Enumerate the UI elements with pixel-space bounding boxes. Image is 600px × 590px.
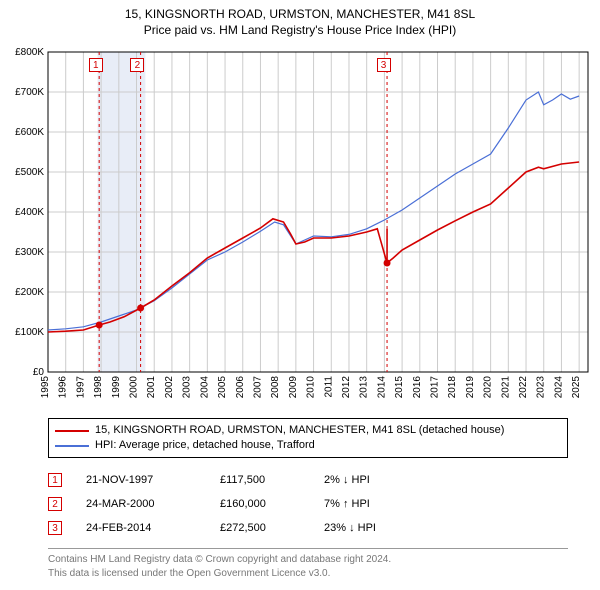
svg-text:2017: 2017 bbox=[430, 376, 441, 399]
chart-event-marker-2: 2 bbox=[130, 58, 144, 72]
svg-text:2003: 2003 bbox=[182, 376, 193, 399]
svg-text:£400K: £400K bbox=[15, 207, 44, 218]
event-marker-2: 2 bbox=[48, 497, 62, 511]
svg-text:2019: 2019 bbox=[465, 376, 476, 399]
svg-text:£100K: £100K bbox=[15, 327, 44, 338]
event-price: £117,500 bbox=[220, 474, 300, 486]
svg-text:2018: 2018 bbox=[447, 376, 458, 399]
svg-text:2022: 2022 bbox=[518, 376, 529, 399]
svg-text:1998: 1998 bbox=[93, 376, 104, 399]
event-row: 1 21-NOV-1997 £117,500 2% ↓ HPI bbox=[48, 468, 568, 492]
svg-text:1999: 1999 bbox=[111, 376, 122, 399]
legend-swatch-property bbox=[55, 430, 89, 432]
event-row: 2 24-MAR-2000 £160,000 7% ↑ HPI bbox=[48, 492, 568, 516]
svg-text:£300K: £300K bbox=[15, 247, 44, 258]
svg-text:2021: 2021 bbox=[500, 376, 511, 399]
svg-text:1996: 1996 bbox=[58, 376, 69, 399]
chart-event-marker-1: 1 bbox=[89, 58, 103, 72]
svg-text:£200K: £200K bbox=[15, 287, 44, 298]
svg-text:2009: 2009 bbox=[288, 376, 299, 399]
event-marker-1: 1 bbox=[48, 473, 62, 487]
legend: 15, KINGSNORTH ROAD, URMSTON, MANCHESTER… bbox=[48, 418, 568, 458]
legend-swatch-hpi bbox=[55, 445, 89, 447]
event-date: 24-FEB-2014 bbox=[86, 522, 196, 534]
svg-text:£700K: £700K bbox=[15, 87, 44, 98]
svg-text:2004: 2004 bbox=[199, 376, 210, 399]
event-marker-3: 3 bbox=[48, 521, 62, 535]
svg-text:2006: 2006 bbox=[235, 376, 246, 399]
event-date: 24-MAR-2000 bbox=[86, 498, 196, 510]
svg-text:2023: 2023 bbox=[536, 376, 547, 399]
events-table: 1 21-NOV-1997 £117,500 2% ↓ HPI 2 24-MAR-2000… bbox=[48, 468, 568, 540]
legend-row-property: 15, KINGSNORTH ROAD, URMSTON, MANCHESTER… bbox=[55, 423, 561, 438]
event-delta: 7% ↑ HPI bbox=[324, 498, 414, 510]
svg-text:£600K: £600K bbox=[15, 127, 44, 138]
svg-text:2001: 2001 bbox=[146, 376, 157, 399]
chart-event-marker-3: 3 bbox=[377, 58, 391, 72]
svg-text:2008: 2008 bbox=[270, 376, 281, 399]
svg-text:2013: 2013 bbox=[359, 376, 370, 399]
event-price: £272,500 bbox=[220, 522, 300, 534]
svg-text:2012: 2012 bbox=[341, 376, 352, 399]
legend-row-hpi: HPI: Average price, detached house, Traf… bbox=[55, 438, 561, 453]
svg-text:1997: 1997 bbox=[75, 376, 86, 399]
event-price: £160,000 bbox=[220, 498, 300, 510]
svg-text:£500K: £500K bbox=[15, 167, 44, 178]
svg-text:2007: 2007 bbox=[252, 376, 263, 399]
legend-label-hpi: HPI: Average price, detached house, Traf… bbox=[95, 438, 315, 453]
chart-svg: £0£100K£200K£300K£400K£500K£600K£700K£80… bbox=[6, 42, 594, 412]
event-delta: 23% ↓ HPI bbox=[324, 522, 414, 534]
svg-text:2020: 2020 bbox=[483, 376, 494, 399]
chart-title-line1: 15, KINGSNORTH ROAD, URMSTON, MANCHESTER… bbox=[6, 6, 594, 22]
svg-text:2011: 2011 bbox=[323, 376, 334, 398]
svg-text:£800K: £800K bbox=[15, 47, 44, 58]
svg-text:2010: 2010 bbox=[306, 376, 317, 399]
svg-text:1995: 1995 bbox=[40, 376, 51, 399]
event-delta: 2% ↓ HPI bbox=[324, 474, 414, 486]
chart-area: £0£100K£200K£300K£400K£500K£600K£700K£80… bbox=[6, 42, 594, 412]
footer: Contains HM Land Registry data © Crown c… bbox=[48, 548, 568, 580]
event-row: 3 24-FEB-2014 £272,500 23% ↓ HPI bbox=[48, 516, 568, 540]
footer-line1: Contains HM Land Registry data © Crown c… bbox=[48, 553, 568, 567]
legend-label-property: 15, KINGSNORTH ROAD, URMSTON, MANCHESTER… bbox=[95, 423, 504, 438]
svg-text:2025: 2025 bbox=[571, 376, 582, 399]
svg-text:2014: 2014 bbox=[376, 376, 387, 399]
svg-text:2000: 2000 bbox=[129, 376, 140, 399]
svg-text:2015: 2015 bbox=[394, 376, 405, 399]
svg-text:2016: 2016 bbox=[412, 376, 423, 399]
footer-line2: This data is licensed under the Open Gov… bbox=[48, 567, 568, 581]
chart-title-line2: Price paid vs. HM Land Registry's House … bbox=[6, 22, 594, 38]
event-date: 21-NOV-1997 bbox=[86, 474, 196, 486]
svg-text:2024: 2024 bbox=[553, 376, 564, 399]
svg-text:2005: 2005 bbox=[217, 376, 228, 399]
svg-text:2002: 2002 bbox=[164, 376, 175, 399]
